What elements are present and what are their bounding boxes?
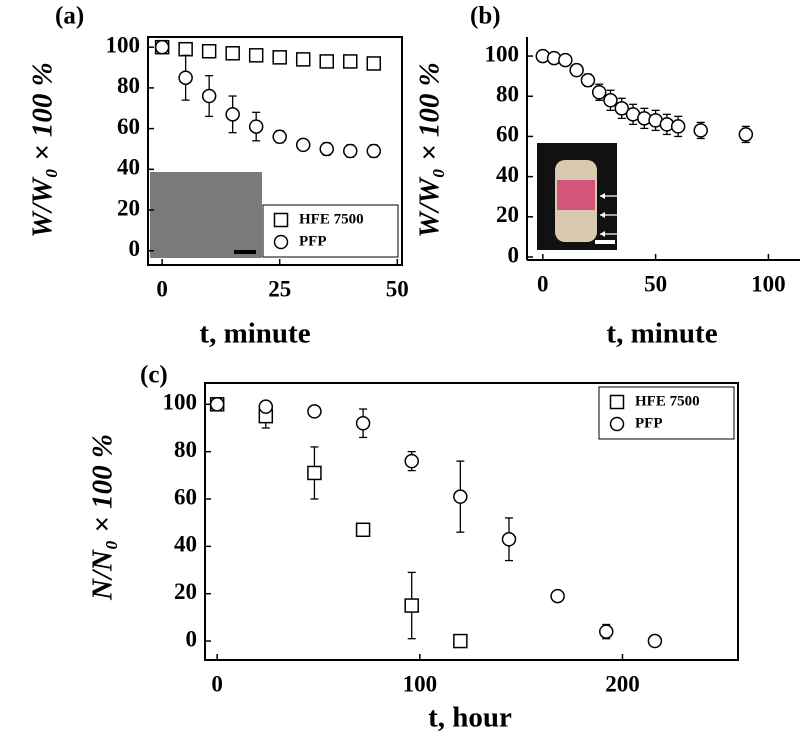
panel-label: (a) — [55, 3, 84, 30]
marker — [248, 48, 264, 63]
marker — [201, 88, 217, 104]
marker — [404, 598, 419, 613]
arrow-head — [600, 193, 605, 199]
y-tick-label: 20 — [174, 579, 197, 604]
y-tick-label: 80 — [174, 437, 197, 462]
marker — [614, 101, 630, 116]
y-tick-label: 40 — [496, 162, 519, 187]
legend-label: PFP — [299, 233, 327, 249]
legend-label: HFE 7500 — [635, 393, 700, 409]
marker — [550, 588, 565, 604]
y-tick-label: 20 — [496, 202, 519, 227]
legend-marker — [273, 234, 289, 250]
marker — [307, 404, 322, 419]
legend-label: PFP — [635, 415, 663, 431]
x-tick-label: 0 — [156, 276, 168, 301]
marker — [569, 62, 584, 78]
marker — [307, 465, 322, 481]
y-tick-label: 40 — [117, 155, 140, 180]
marker — [295, 137, 311, 153]
marker — [272, 129, 287, 144]
y-tick-label: 0 — [129, 236, 141, 261]
marker — [343, 143, 358, 159]
marker — [272, 50, 287, 65]
marker — [209, 397, 225, 412]
x-tick-label: 0 — [211, 671, 223, 696]
marker — [453, 633, 468, 649]
marker — [693, 123, 708, 138]
panel-label: (b) — [470, 3, 501, 30]
marker — [258, 399, 274, 414]
marker — [558, 52, 573, 68]
marker — [580, 72, 596, 88]
marker — [738, 127, 754, 142]
arrow-head — [600, 212, 605, 218]
marker — [201, 44, 217, 59]
marker — [453, 489, 468, 504]
x-tick-label: 50 — [644, 271, 667, 296]
marker — [366, 56, 382, 71]
legend-label: HFE 7500 — [299, 211, 364, 227]
marker — [178, 41, 193, 57]
marker — [647, 633, 663, 649]
marker — [404, 453, 419, 469]
marker — [343, 54, 358, 69]
y-tick-label: 40 — [174, 532, 197, 557]
marker — [248, 119, 264, 134]
marker — [599, 624, 614, 639]
marker — [225, 107, 240, 122]
annotation: Culture medium — [624, 188, 723, 203]
x-axis-label: t, minute — [199, 318, 310, 350]
marker — [319, 141, 334, 157]
x-tick-label: 100 — [751, 271, 786, 296]
y-tick-label: 60 — [496, 122, 519, 147]
y-axis-label: W/W₀ × 100 % — [414, 62, 446, 238]
y-tick-label: 60 — [117, 114, 140, 139]
annotation: PFP oil — [624, 226, 667, 241]
marker — [225, 46, 240, 61]
y-tick-label: 60 — [174, 484, 197, 509]
y-tick-label: 80 — [496, 82, 519, 107]
y-axis-label: W/W₀ × 100 % — [27, 62, 59, 238]
marker — [178, 70, 193, 85]
y-tick-label: 0 — [186, 626, 198, 651]
x-tick-label: 25 — [268, 276, 291, 301]
x-tick-label: 100 — [403, 671, 438, 696]
scale-bar — [234, 250, 256, 254]
y-tick-label: 100 — [106, 32, 141, 57]
marker — [501, 532, 517, 547]
legend-marker — [273, 212, 289, 228]
panel-label: (c) — [140, 362, 168, 389]
arrow-head — [600, 231, 605, 237]
x-axis-label: t, minute — [606, 318, 717, 350]
legend-marker — [609, 394, 625, 410]
marker — [603, 93, 618, 108]
marker — [154, 39, 170, 55]
marker — [355, 415, 371, 431]
marker — [591, 84, 607, 100]
y-tick-label: 20 — [117, 195, 140, 220]
annotation: Particle layer — [624, 207, 704, 222]
marker — [295, 52, 311, 67]
x-tick-label: 50 — [386, 276, 409, 301]
legend-marker — [609, 416, 625, 432]
plot-frame — [204, 382, 739, 661]
x-tick-label: 0 — [537, 271, 549, 296]
marker — [670, 119, 686, 134]
y-tick-label: 100 — [163, 390, 198, 415]
culture-medium-layer — [557, 180, 595, 210]
marker — [355, 522, 371, 538]
x-tick-label: 200 — [605, 671, 640, 696]
marker — [366, 143, 382, 159]
scale-bar — [595, 240, 615, 244]
inset-micrograph — [150, 172, 262, 258]
plot-frame — [147, 36, 403, 266]
y-tick-label: 100 — [485, 41, 520, 66]
marker — [319, 54, 334, 69]
y-tick-label: 80 — [117, 73, 140, 98]
y-tick-label: 0 — [508, 242, 520, 267]
y-axis-label: N/N₀ × 100 % — [87, 434, 119, 601]
x-axis-label: t, hour — [428, 702, 512, 734]
